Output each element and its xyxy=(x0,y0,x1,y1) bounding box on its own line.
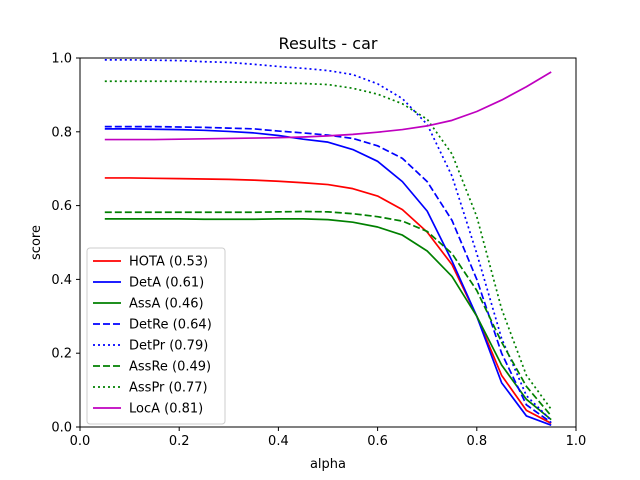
axes-frame xyxy=(79,57,577,428)
legend-label-assa: AssA (0.46) xyxy=(129,297,204,312)
x-tick-label: 0.4 xyxy=(268,434,289,449)
x-tick-label: 0.2 xyxy=(169,434,190,449)
y-tick-label: 0.4 xyxy=(51,273,72,288)
y-tick-label: 0.2 xyxy=(51,347,72,362)
legend-label-loca: LocA (0.81) xyxy=(129,402,203,417)
series-line-assre xyxy=(104,210,552,417)
legend-label-detre: DetRe (0.64) xyxy=(129,318,212,333)
x-tick-label: 0.8 xyxy=(466,434,487,449)
x-tick-label: 0.0 xyxy=(70,434,91,449)
legend-label-deta: DetA (0.61) xyxy=(129,276,204,291)
y-tick-label: 0.8 xyxy=(51,125,72,140)
legend-box xyxy=(86,247,226,425)
y-tick-label: 0.0 xyxy=(51,421,72,436)
legend-label-hota: HOTA (0.53) xyxy=(129,255,208,270)
legend-label-asspr: AssPr (0.77) xyxy=(129,381,208,396)
y-axis-label: score xyxy=(29,225,44,260)
chart-title: Results - car xyxy=(279,34,378,53)
x-tick-label: 1.0 xyxy=(566,434,587,449)
legend-label-assre: AssRe (0.49) xyxy=(129,360,211,375)
series-line-assa xyxy=(104,218,552,421)
series-line-loca xyxy=(104,71,552,141)
legend: HOTA (0.53) DetA (0.61) AssA (0.46) DetRe (… xyxy=(86,247,226,425)
x-axis-label: alpha xyxy=(310,457,346,472)
legend-label-detpr: DetPr (0.79) xyxy=(129,339,208,354)
y-tick-label: 1.0 xyxy=(51,52,72,67)
x-axis: 0.0 0.2 0.4 0.6 0.8 1.0 xyxy=(70,427,587,449)
series-layer xyxy=(104,58,552,426)
y-axis: 0.0 0.2 0.4 0.6 0.8 1.0 xyxy=(51,52,80,436)
x-tick-label: 0.6 xyxy=(367,434,388,449)
y-tick-label: 0.6 xyxy=(51,199,72,214)
